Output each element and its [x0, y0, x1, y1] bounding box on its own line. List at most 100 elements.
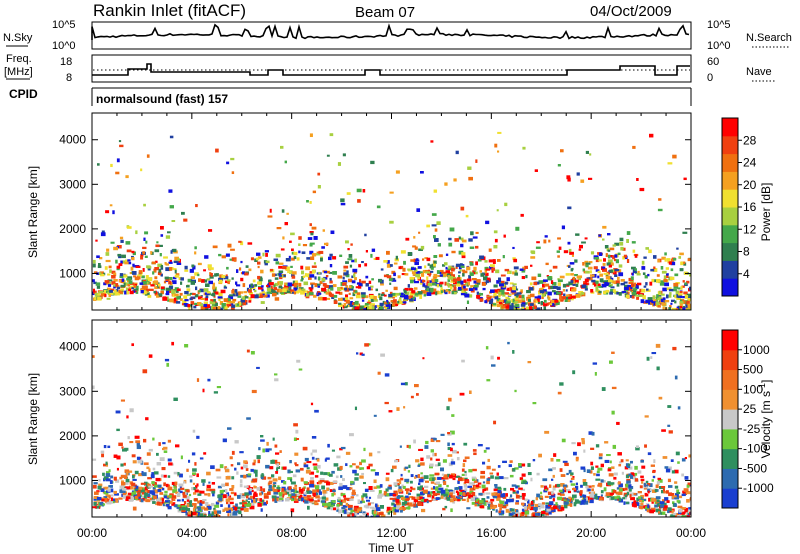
- heatmap-cell: [123, 490, 126, 494]
- heatmap-cell: [210, 465, 215, 470]
- heatmap-cell: [121, 480, 125, 483]
- heatmap-cell: [365, 295, 369, 299]
- heatmap-cell: [679, 268, 684, 272]
- heatmap-cell: [436, 270, 440, 274]
- heatmap-cell: [106, 248, 110, 252]
- heatmap-cell: [450, 271, 453, 275]
- heatmap-cell: [301, 270, 305, 275]
- heatmap-cell: [216, 386, 222, 389]
- heatmap-cell: [92, 288, 96, 293]
- heatmap-cell: [562, 484, 568, 488]
- heatmap-cell: [656, 501, 661, 504]
- heatmap-cell: [188, 306, 191, 310]
- colorbar-segment: [722, 242, 738, 261]
- heatmap-cell: [524, 308, 528, 310]
- heatmap-cell: [181, 498, 184, 502]
- heatmap-cell: [493, 492, 499, 496]
- heatmap-cell: [152, 487, 156, 490]
- heatmap-cell: [294, 496, 297, 500]
- heatmap-cell: [590, 289, 594, 293]
- heatmap-cell: [274, 498, 277, 501]
- heatmap-cell: [501, 291, 505, 295]
- heatmap-cell: [388, 277, 393, 282]
- heatmap-cell: [325, 457, 330, 460]
- heatmap-cell: [397, 300, 400, 304]
- heatmap-cell: [262, 448, 265, 453]
- heatmap-cell: [303, 493, 307, 497]
- heatmap-cell: [409, 480, 413, 484]
- heatmap-cell: [589, 270, 592, 274]
- heatmap-cell: [231, 476, 235, 480]
- heatmap-cell: [278, 265, 283, 269]
- heatmap-cell: [551, 494, 556, 498]
- heatmap-cell: [538, 503, 542, 506]
- heatmap-cell: [470, 231, 474, 236]
- heatmap-cell: [208, 267, 214, 270]
- heatmap-cell: [120, 474, 126, 478]
- heatmap-cell: [578, 276, 582, 281]
- heatmap-cell: [355, 286, 359, 289]
- heatmap-cell: [327, 288, 330, 292]
- heatmap-cell: [272, 478, 278, 482]
- colorbar-segment: [722, 278, 738, 297]
- heatmap-cell: [299, 497, 303, 501]
- heatmap-cell: [459, 489, 462, 492]
- heatmap-cell: [681, 285, 685, 288]
- heatmap-cell: [102, 503, 106, 506]
- heatmap-cell: [572, 488, 576, 491]
- heatmap-cell: [463, 442, 468, 446]
- heatmap-cell: [371, 278, 374, 281]
- heatmap-cell: [358, 283, 362, 286]
- heatmap-cell: [385, 472, 390, 475]
- heatmap-cell: [664, 275, 669, 279]
- heatmap-cell: [608, 255, 613, 258]
- heatmap-cell: [304, 273, 307, 277]
- heatmap-cell: [220, 307, 223, 310]
- heatmap-cell: [444, 262, 448, 266]
- heatmap-cell: [212, 292, 216, 297]
- heatmap-cell: [674, 503, 677, 507]
- heatmap-cell: [230, 248, 235, 251]
- heatmap-cell: [311, 226, 317, 230]
- heatmap-cell: [663, 507, 668, 511]
- heatmap-cell: [613, 258, 617, 262]
- heatmap-cell: [621, 471, 624, 475]
- heatmap-cell: [260, 499, 264, 503]
- heatmap-cell: [400, 294, 405, 298]
- heatmap-cell: [92, 475, 97, 478]
- heatmap-cell: [386, 275, 392, 279]
- heatmap-cell: [637, 270, 640, 275]
- heatmap-cell: [520, 289, 523, 294]
- heatmap-cell: [512, 491, 517, 494]
- heatmap-cell: [342, 280, 348, 284]
- heatmap-cell: [561, 505, 564, 508]
- time-tick-label: 20:00: [576, 526, 606, 540]
- heatmap-cell: [100, 232, 106, 237]
- heatmap-cell: [540, 485, 544, 488]
- heatmap-cell: [508, 464, 512, 468]
- heatmap-cell: [629, 488, 632, 492]
- heatmap-cell: [458, 271, 461, 274]
- heatmap-cell: [668, 430, 673, 434]
- heatmap-cell: [479, 270, 483, 273]
- heatmap-cell: [173, 300, 178, 304]
- heatmap-cell: [454, 238, 460, 242]
- heatmap-cell: [186, 468, 189, 472]
- heatmap-cell: [192, 429, 196, 433]
- heatmap-cell: [312, 489, 317, 493]
- heatmap-cell: [624, 466, 629, 470]
- heatmap-cell: [491, 364, 496, 367]
- heatmap-cell: [362, 189, 366, 193]
- heatmap-cell: [601, 266, 606, 269]
- heatmap-cell: [176, 492, 181, 497]
- heatmap-cell: [318, 271, 321, 275]
- heatmap-cell: [305, 266, 311, 271]
- heatmap-cell: [475, 245, 479, 249]
- heatmap-cell: [625, 483, 629, 488]
- heatmap-cell: [99, 271, 104, 274]
- heatmap-cell: [181, 505, 187, 508]
- heatmap-cell: [265, 500, 268, 505]
- heatmap-cell: [418, 231, 421, 234]
- heatmap-cell: [174, 256, 179, 261]
- heatmap-cell: [158, 293, 163, 297]
